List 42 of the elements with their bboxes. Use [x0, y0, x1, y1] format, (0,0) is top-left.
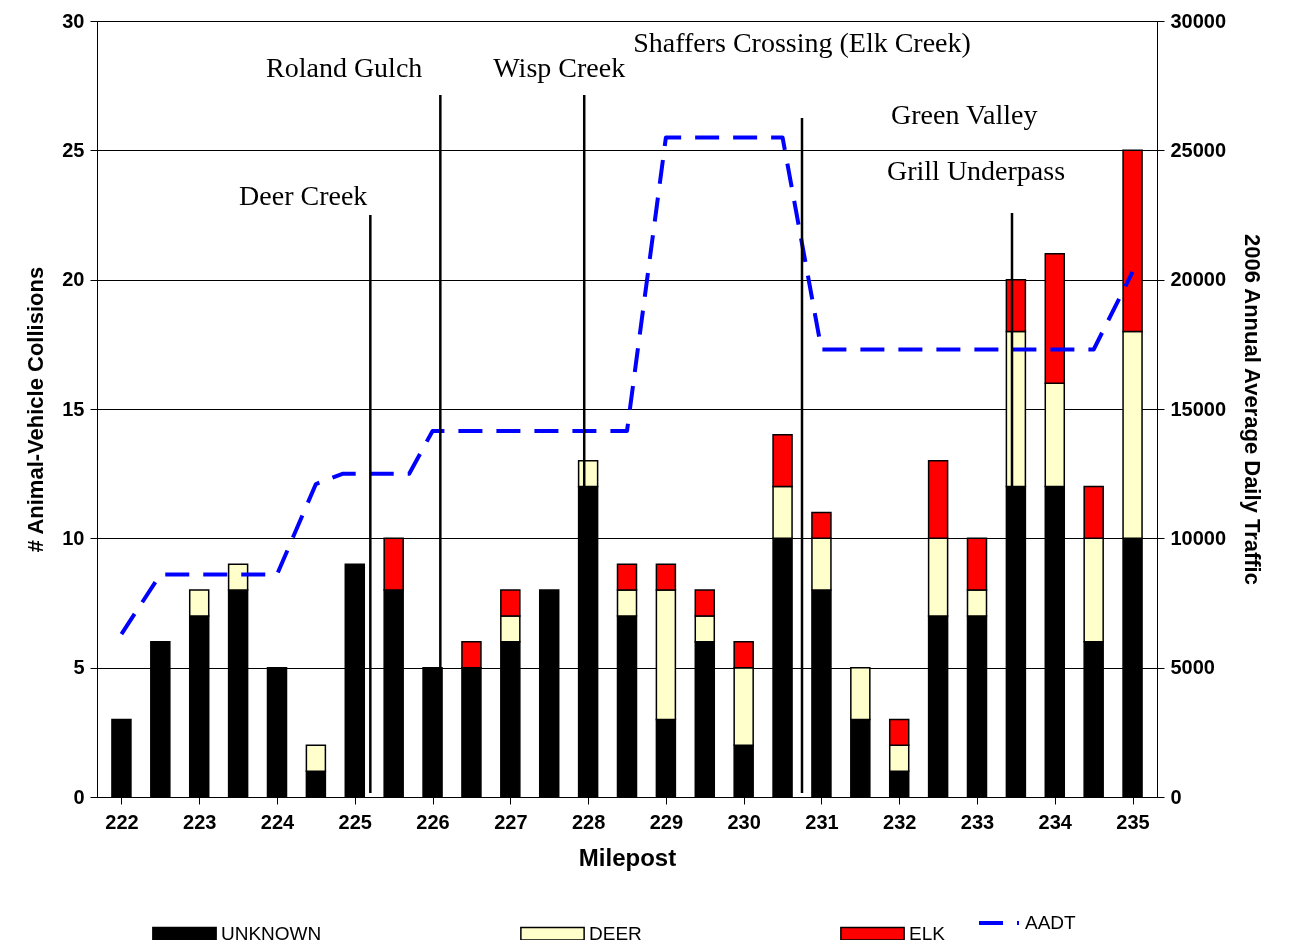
- y2-axis-title: 2006 Annual Average Daily Traffic: [1240, 234, 1266, 585]
- ref-line-label: Deer Creek: [239, 180, 368, 211]
- x-tick-label: 228: [571, 810, 606, 833]
- y-axis-title: # Animal-Vehicle Collisions: [23, 266, 49, 553]
- x-tick-label: 232: [883, 810, 917, 833]
- y2-tick-label: 15000: [1170, 397, 1227, 420]
- x-tick-label: 234: [1038, 810, 1073, 833]
- x-tick-label: 235: [1116, 810, 1150, 833]
- x-tick-label: 229: [649, 810, 684, 833]
- y2-tick-label: 20000: [1170, 268, 1227, 291]
- x-tick-label: 224: [260, 810, 296, 833]
- x-tick-label: 227: [494, 810, 528, 833]
- x-tick-label: 225: [338, 810, 372, 833]
- x-axis-title: Milepost: [578, 843, 677, 871]
- y-tick-label: 0: [73, 785, 85, 808]
- legend-label: ELK: [909, 922, 946, 940]
- x-tick-label: 230: [727, 810, 761, 833]
- legend-label: UNKNOWN: [221, 922, 322, 940]
- legend-label: DEER: [589, 922, 642, 940]
- y2-tick-label: 25000: [1170, 138, 1227, 161]
- legend-label: AADT: [1025, 912, 1077, 933]
- y-tick-label: 15: [62, 397, 85, 420]
- ref-line-label: Grill Underpass: [887, 155, 1066, 186]
- y-tick-label: 25: [62, 138, 85, 161]
- y-tick-label: 5: [73, 656, 85, 679]
- x-tick-label: 233: [960, 810, 995, 833]
- annotation: Green Valley: [891, 99, 1038, 130]
- y2-tick-label: 5000: [1170, 656, 1215, 679]
- ref-line-label: Roland Gulch: [266, 52, 423, 83]
- y-tick-label: 20: [62, 268, 85, 291]
- x-tick-label: 231: [805, 810, 839, 833]
- y2-tick-label: 0: [1170, 785, 1182, 808]
- y2-tick-label: 10000: [1170, 526, 1227, 549]
- ref-line-label: Shaffers Crossing (Elk Creek): [633, 27, 971, 58]
- ref-line-label: Wisp Creek: [493, 52, 626, 83]
- x-tick-label: 222: [105, 810, 139, 833]
- y-tick-label: 10: [62, 526, 85, 549]
- x-tick-label: 226: [416, 810, 450, 833]
- y-tick-label: 30: [62, 9, 85, 32]
- y2-tick-label: 30000: [1170, 9, 1227, 32]
- x-tick-label: 223: [183, 810, 217, 833]
- line-series: [119, 135, 1135, 637]
